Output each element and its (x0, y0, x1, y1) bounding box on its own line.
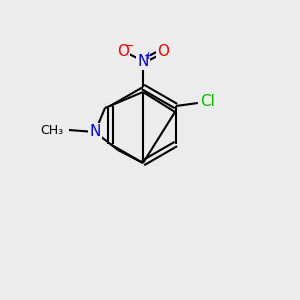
Text: N: N (89, 124, 101, 140)
Text: O: O (117, 44, 129, 59)
Text: +: + (143, 51, 153, 61)
Text: N: N (137, 53, 149, 68)
Text: −: − (124, 40, 134, 52)
Text: CH₃: CH₃ (40, 124, 63, 136)
Text: O: O (157, 44, 169, 59)
Text: Cl: Cl (200, 94, 215, 109)
